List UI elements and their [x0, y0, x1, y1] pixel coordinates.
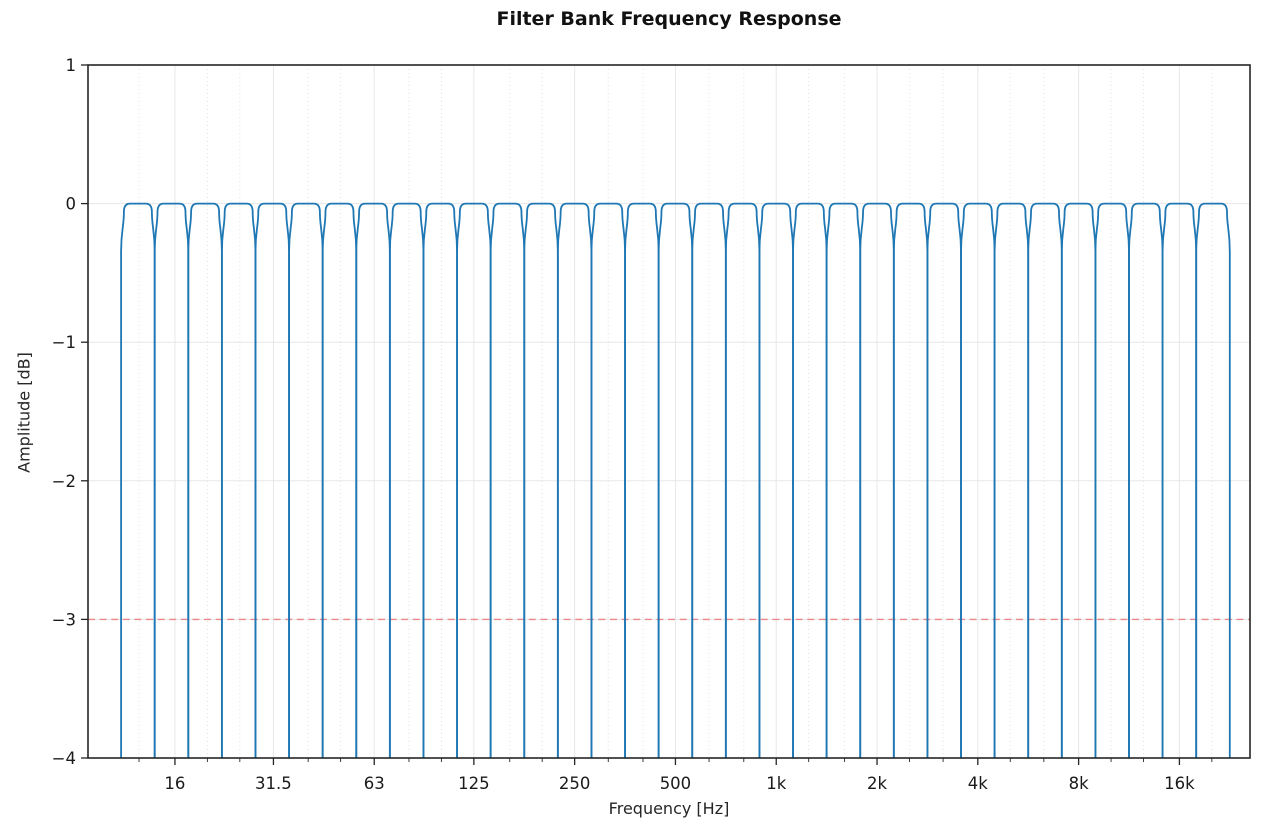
y-tick-label: 1: [66, 56, 77, 75]
filter-response-curve: [153, 202, 190, 758]
filter-response-curve: [355, 202, 391, 758]
x-tick-label: 16k: [1164, 774, 1195, 793]
filter-response-curve: [388, 202, 425, 758]
filter-response-curve: [1027, 202, 1063, 758]
x-tick-label: 500: [660, 774, 692, 793]
filter-response-curve: [254, 202, 290, 758]
chart-title: Filter Bank Frequency Response: [496, 8, 842, 30]
filter-response-curve: [859, 202, 895, 758]
filter-response-curve: [792, 202, 828, 758]
filter-response-curve: [187, 202, 223, 758]
filter-response-curve: [456, 202, 492, 758]
filter-response-curve: [892, 202, 929, 758]
filter-response-curve: [1094, 202, 1130, 758]
filter-response-curve: [825, 202, 862, 758]
filter-response-curve: [1195, 202, 1231, 758]
y-tick-label: −4: [52, 749, 76, 768]
filter-response-curve: [556, 202, 593, 758]
x-tick-label: 250: [559, 774, 591, 793]
filter-response-curve: [1128, 202, 1164, 758]
x-tick-label: 63: [364, 774, 385, 793]
y-axis-label: Amplitude [dB]: [14, 352, 34, 473]
filter-response-curve: [724, 202, 761, 758]
filter-response-curve: [523, 202, 559, 758]
filter-response-curve: [489, 202, 526, 758]
y-tick-label: −2: [52, 472, 76, 491]
filter-response-curve: [624, 202, 660, 758]
filter-response-curve: [321, 202, 358, 758]
filter-response-curve: [993, 202, 1030, 758]
filter-response-curve: [691, 202, 727, 758]
x-tick-label: 31.5: [255, 774, 292, 793]
y-tick-label: −1: [52, 333, 76, 352]
filter-response-curve: [758, 202, 794, 758]
x-tick-label: 16: [164, 774, 185, 793]
filter-response-curve: [1060, 202, 1097, 758]
x-tick-label: 4k: [968, 774, 988, 793]
filter-curves: [120, 202, 1231, 758]
x-tick-label: 125: [458, 774, 490, 793]
filter-response-curve: [288, 202, 324, 758]
filter-response-curve: [926, 202, 962, 758]
x-tick-label: 1k: [766, 774, 786, 793]
x-axis-label: Frequency [Hz]: [608, 799, 730, 818]
filter-response-curve: [120, 202, 156, 758]
filter-response-curve: [590, 202, 626, 758]
x-tick-label: 2k: [867, 774, 887, 793]
filter-response-curve: [960, 202, 996, 758]
y-tick-label: 0: [66, 195, 77, 214]
y-tick-label: −3: [52, 610, 76, 629]
filter-response-curve: [422, 202, 458, 758]
filter-response-curve: [1161, 202, 1198, 758]
x-tick-label: 8k: [1069, 774, 1089, 793]
filter-response-curve: [657, 202, 694, 758]
filter-response-curve: [220, 202, 257, 758]
axes-frame: [87, 64, 1251, 759]
